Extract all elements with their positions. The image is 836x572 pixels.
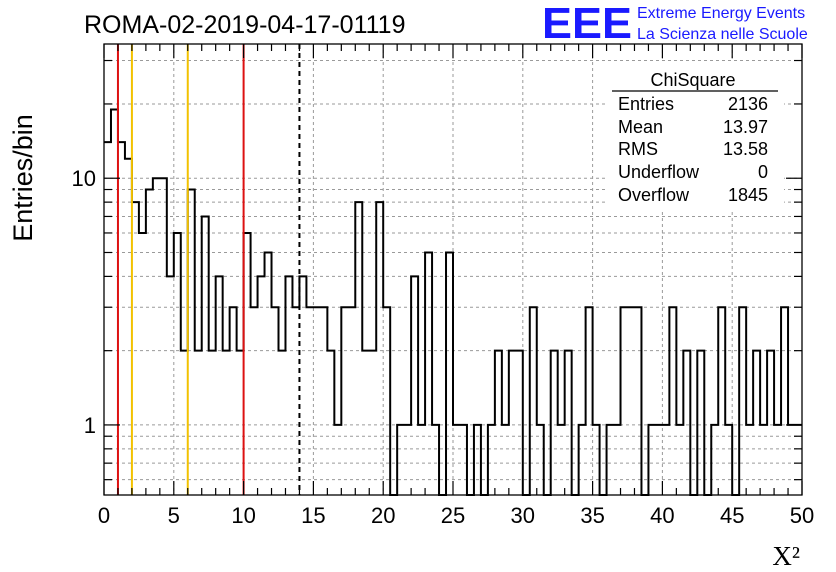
stats-value-overflow: 1845	[728, 185, 768, 205]
grid	[104, 44, 802, 495]
stats-label-entries: Entries	[618, 94, 674, 114]
stats-value-entries: 2136	[728, 94, 768, 114]
x-tick-label: 5	[168, 503, 180, 528]
stats-label-overflow: Overflow	[618, 185, 690, 205]
x-tick-label: 40	[650, 503, 674, 528]
histogram-outline	[104, 108, 802, 496]
stats-value-underflow: 0	[758, 162, 768, 182]
stats-title: ChiSquare	[650, 70, 735, 90]
stats-value-rms: 13.58	[723, 139, 768, 159]
x-tick-label: 50	[790, 503, 814, 528]
stats-label-rms: RMS	[618, 139, 658, 159]
x-tick-label: 20	[371, 503, 395, 528]
x-tick-label: 45	[720, 503, 744, 528]
stats-value-mean: 13.97	[723, 117, 768, 137]
logo-mark: EEE	[542, 0, 632, 48]
marker-lines	[116, 44, 301, 495]
logo-line2: La Scienza nelle Scuole	[637, 26, 808, 43]
y-tick-label: 1	[84, 413, 96, 438]
x-tick-label: 35	[580, 503, 604, 528]
x-tick-label: 0	[98, 503, 110, 528]
eee-logo: EEE Extreme Energy Events La Scienza nel…	[542, 0, 808, 48]
x-tick-label: 10	[231, 503, 255, 528]
x-axis-label: X²	[772, 541, 800, 571]
y-tick-label: 10	[72, 166, 96, 191]
histogram	[104, 108, 802, 496]
stats-label-mean: Mean	[618, 117, 663, 137]
chart-title: ROMA-02-2019-04-17-01119	[84, 11, 405, 39]
stats-box: ChiSquare Entries 2136 Mean 13.97 RMS 13…	[608, 62, 784, 210]
x-tick-label: 30	[511, 503, 535, 528]
x-tick-label: 25	[441, 503, 465, 528]
axis-ticks: 0 5 10 15 20 25 30 35 40 45 50 1 10	[72, 44, 814, 528]
y-axis-label: Entries/bin	[8, 114, 38, 242]
logo-line1: Extreme Energy Events	[637, 5, 805, 22]
stats-box-background	[608, 62, 784, 210]
x-tick-label: 15	[301, 503, 325, 528]
stats-label-underflow: Underflow	[618, 162, 700, 182]
